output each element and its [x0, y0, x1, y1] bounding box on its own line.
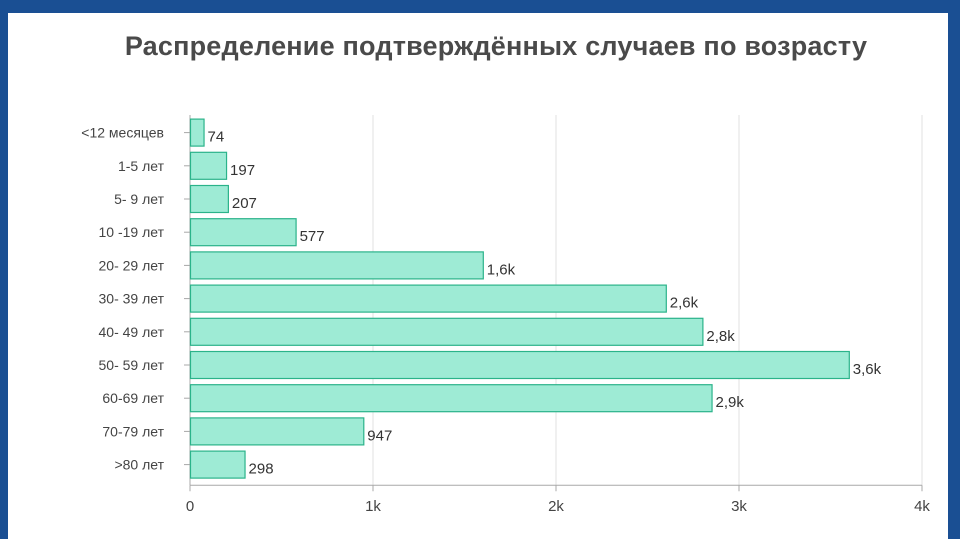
- data-label: 2,8k: [706, 328, 735, 345]
- bar: [189, 251, 484, 280]
- data-label: 577: [300, 228, 325, 245]
- x-tick-label: 2k: [548, 498, 564, 515]
- category-label: 40- 49 лет: [99, 324, 165, 340]
- bar: [189, 317, 704, 346]
- bar: [189, 284, 667, 313]
- bar: [189, 151, 228, 180]
- bar: [189, 350, 850, 380]
- data-label: 197: [230, 162, 255, 179]
- data-label: 947: [367, 427, 392, 444]
- category-label: >80 лет: [114, 457, 164, 473]
- data-label: 3,6k: [853, 361, 882, 378]
- bar: [189, 450, 246, 479]
- category-label: 60-69 лет: [102, 390, 164, 406]
- category-label: 5- 9 лет: [114, 191, 165, 207]
- category-label: 1-5 лет: [118, 158, 165, 174]
- x-tick-label: 1k: [365, 498, 381, 515]
- bar: [189, 417, 365, 446]
- category-label: 20- 29 лет: [99, 257, 165, 273]
- labels: 0 1k 2k 3k 4k <12 месяцев 74 1-5 лет 197 5- 9 лет…: [81, 125, 930, 516]
- x-tick-label: 0: [186, 498, 194, 515]
- data-label: 74: [208, 129, 225, 146]
- data-label: 298: [249, 461, 274, 478]
- x-tick-label: 4k: [914, 498, 930, 515]
- data-label: 2,6k: [670, 295, 699, 312]
- x-tick-label: 3k: [731, 498, 747, 515]
- bar: [189, 384, 713, 413]
- bars: [189, 118, 850, 479]
- bar: [189, 218, 297, 247]
- bar: [189, 118, 205, 147]
- bar: [189, 184, 229, 214]
- category-label: <12 месяцев: [81, 125, 164, 141]
- data-label: 2,9k: [716, 394, 745, 411]
- category-label: 70-79 лет: [102, 423, 164, 439]
- data-label: 1,6k: [487, 261, 516, 278]
- data-label: 207: [232, 195, 257, 212]
- category-label: 30- 39 лет: [99, 291, 165, 307]
- category-label: 10 -19 лет: [99, 224, 165, 240]
- chart-title: Распределение подтверждённых случаев по …: [124, 31, 868, 61]
- category-label: 50- 59 лет: [99, 357, 165, 373]
